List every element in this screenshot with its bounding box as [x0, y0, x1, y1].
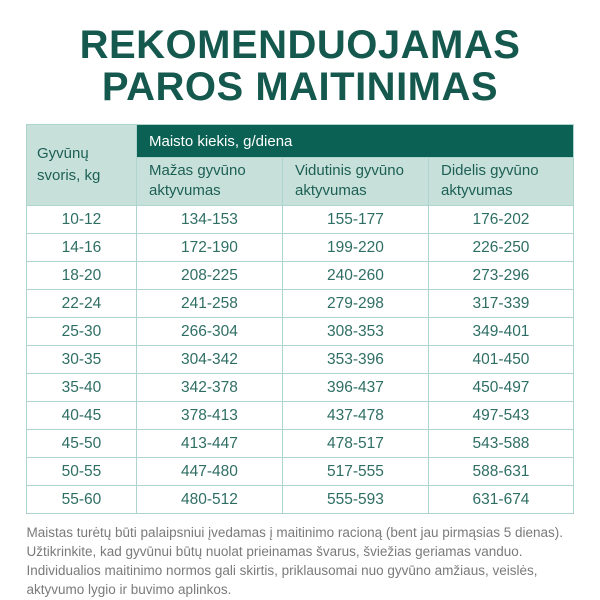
amount-cell: 497-543: [427, 401, 575, 430]
amount-cell: 588-631: [427, 457, 575, 486]
amount-cell: 273-296: [427, 261, 575, 290]
amount-cell: 450-497: [427, 373, 575, 402]
weight-cell: 10-12: [25, 205, 137, 234]
amount-cell: 241-258: [135, 289, 283, 318]
footer-note: Maistas turėtų būti palaipsniui įvedamas…: [26, 525, 564, 598]
activity-header-medium: Vidutinis gyvūno aktyvumas: [281, 157, 429, 206]
amount-cell: 279-298: [281, 289, 429, 318]
amount-cell: 172-190: [135, 233, 283, 262]
amount-cell: 378-413: [135, 401, 283, 430]
table-row: 50-55 447-480 517-555 588-631: [25, 457, 575, 486]
amount-cell: 304-342: [135, 345, 283, 374]
table-row: 55-60 480-512 555-593 631-674: [25, 485, 575, 514]
amount-cell: 517-555: [281, 457, 429, 486]
weight-cell: 50-55: [25, 457, 137, 486]
amount-cell: 555-593: [281, 485, 429, 514]
amount-cell: 317-339: [427, 289, 575, 318]
amount-cell: 478-517: [281, 429, 429, 458]
activity-header-high: Didelis gyvūno aktyvumas: [427, 157, 575, 206]
amount-cell: 308-353: [281, 317, 429, 346]
table-body: 10-12 134-153 155-177 176-202 14-16 172-190 19…: [25, 205, 575, 514]
amount-cell: 155-177: [281, 205, 429, 234]
weight-cell: 22-24: [25, 289, 137, 318]
weight-cell: 40-45: [25, 401, 137, 430]
weight-header-cell: Gyvūnų svoris, kg: [25, 124, 137, 206]
weight-cell: 30-35: [25, 345, 137, 374]
feeding-table: Gyvūnų svoris, kg Maisto kiekis, g/diena…: [25, 124, 575, 514]
weight-cell: 25-30: [25, 317, 137, 346]
amount-cell: 447-480: [135, 457, 283, 486]
weight-cell: 18-20: [25, 261, 137, 290]
amount-cell: 396-437: [281, 373, 429, 402]
page-title-line-2: PAROS MAITINIMAS: [101, 65, 499, 109]
amount-cell: 342-378: [135, 373, 283, 402]
amount-cell: 349-401: [427, 317, 575, 346]
table-row: 25-30 266-304 308-353 349-401: [25, 317, 575, 346]
amount-cell: 353-396: [281, 345, 429, 374]
table-row: 45-50 413-447 478-517 543-588: [25, 429, 575, 458]
weight-cell: 55-60: [25, 485, 137, 514]
amount-cell: 208-225: [135, 261, 283, 290]
weight-cell: 35-40: [25, 373, 137, 402]
amount-cell: 226-250: [427, 233, 575, 262]
amount-cell: 401-450: [427, 345, 575, 374]
amount-cell: 266-304: [135, 317, 283, 346]
weight-cell: 14-16: [25, 233, 137, 262]
amount-cell: 631-674: [427, 485, 575, 514]
food-amount-group-header: Maisto kiekis, g/diena: [135, 124, 575, 158]
amount-cell: 413-447: [135, 429, 283, 458]
table-row: 40-45 378-413 437-478 497-543: [25, 401, 575, 430]
amount-cell: 437-478: [281, 401, 429, 430]
amount-cell: 199-220: [281, 233, 429, 262]
table-row: 22-24 241-258 279-298 317-339: [25, 289, 575, 318]
activity-header-low: Mažas gyvūno aktyvumas: [135, 157, 283, 206]
page-title-line-1: REKOMENDUOJAMAS: [79, 23, 521, 67]
page-title: REKOMENDUOJAMAS PAROS MAITINIMAS: [0, 24, 600, 108]
table-header: Gyvūnų svoris, kg Maisto kiekis, g/diena…: [25, 124, 575, 206]
amount-cell: 176-202: [427, 205, 575, 234]
table-row: 35-40 342-378 396-437 450-497: [25, 373, 575, 402]
table-row: 30-35 304-342 353-396 401-450: [25, 345, 575, 374]
table-row: 10-12 134-153 155-177 176-202: [25, 205, 575, 234]
amount-cell: 480-512: [135, 485, 283, 514]
weight-cell: 45-50: [25, 429, 137, 458]
table-row: 18-20 208-225 240-260 273-296: [25, 261, 575, 290]
amount-cell: 240-260: [281, 261, 429, 290]
amount-cell: 134-153: [135, 205, 283, 234]
table-row: 14-16 172-190 199-220 226-250: [25, 233, 575, 262]
amount-cell: 543-588: [427, 429, 575, 458]
